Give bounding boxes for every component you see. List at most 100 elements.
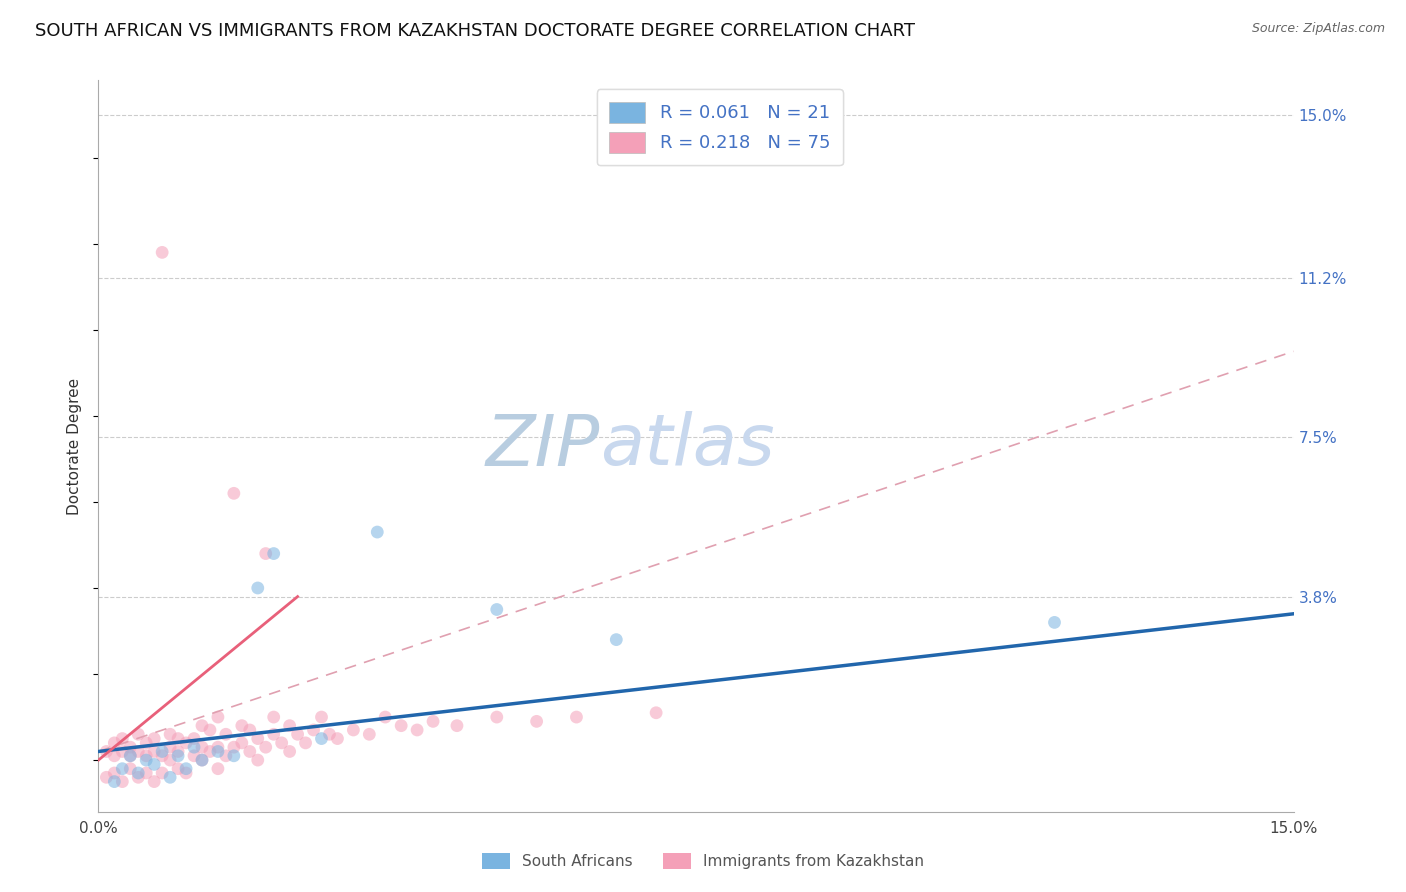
Point bbox=[143, 774, 166, 789]
Point bbox=[111, 774, 134, 789]
Point bbox=[143, 757, 166, 772]
Point bbox=[111, 762, 134, 776]
Point bbox=[326, 731, 349, 746]
Point bbox=[263, 727, 285, 741]
Point bbox=[191, 753, 214, 767]
Point bbox=[150, 744, 173, 758]
Point bbox=[127, 727, 149, 741]
Point bbox=[159, 753, 181, 767]
Point bbox=[103, 774, 125, 789]
Point bbox=[207, 744, 229, 758]
Text: Source: ZipAtlas.com: Source: ZipAtlas.com bbox=[1251, 22, 1385, 36]
Point bbox=[159, 740, 181, 755]
Point bbox=[120, 740, 142, 755]
Point bbox=[183, 731, 205, 746]
Point bbox=[342, 723, 364, 737]
Point bbox=[311, 731, 333, 746]
Legend: R = 0.061   N = 21, R = 0.218   N = 75: R = 0.061 N = 21, R = 0.218 N = 75 bbox=[596, 89, 844, 165]
Point bbox=[167, 744, 190, 758]
Point bbox=[254, 547, 277, 561]
Point bbox=[174, 766, 197, 780]
Point bbox=[366, 524, 388, 539]
Point bbox=[287, 727, 309, 741]
Point bbox=[526, 714, 548, 729]
Legend: South Africans, Immigrants from Kazakhstan: South Africans, Immigrants from Kazakhst… bbox=[477, 847, 929, 875]
Point bbox=[231, 719, 253, 733]
Point bbox=[159, 727, 181, 741]
Point bbox=[222, 740, 245, 755]
Point bbox=[359, 727, 381, 741]
Point bbox=[120, 748, 142, 763]
Point bbox=[96, 770, 118, 784]
Point bbox=[135, 736, 157, 750]
Point bbox=[127, 770, 149, 784]
Point bbox=[565, 710, 588, 724]
Point bbox=[215, 748, 238, 763]
Point bbox=[198, 744, 221, 758]
Point bbox=[239, 723, 262, 737]
Point bbox=[103, 748, 125, 763]
Point bbox=[246, 753, 269, 767]
Point bbox=[318, 727, 340, 741]
Text: atlas: atlas bbox=[600, 411, 775, 481]
Point bbox=[645, 706, 668, 720]
Point bbox=[1043, 615, 1066, 630]
Point bbox=[111, 731, 134, 746]
Point bbox=[207, 762, 229, 776]
Point bbox=[150, 748, 173, 763]
Point bbox=[302, 723, 325, 737]
Text: SOUTH AFRICAN VS IMMIGRANTS FROM KAZAKHSTAN DOCTORATE DEGREE CORRELATION CHART: SOUTH AFRICAN VS IMMIGRANTS FROM KAZAKHS… bbox=[35, 22, 915, 40]
Point bbox=[222, 748, 245, 763]
Point bbox=[294, 736, 316, 750]
Point bbox=[183, 740, 205, 755]
Point bbox=[143, 731, 166, 746]
Point bbox=[215, 727, 238, 741]
Point bbox=[270, 736, 292, 750]
Text: ZIP: ZIP bbox=[486, 411, 600, 481]
Point bbox=[207, 710, 229, 724]
Point bbox=[150, 245, 173, 260]
Point bbox=[127, 744, 149, 758]
Point bbox=[198, 723, 221, 737]
Point bbox=[485, 602, 508, 616]
Point bbox=[239, 744, 262, 758]
Point bbox=[103, 736, 125, 750]
Point bbox=[159, 770, 181, 784]
Point bbox=[406, 723, 429, 737]
Point bbox=[422, 714, 444, 729]
Point bbox=[222, 486, 245, 500]
Point bbox=[103, 766, 125, 780]
Point bbox=[135, 748, 157, 763]
Point bbox=[174, 736, 197, 750]
Point bbox=[167, 748, 190, 763]
Point bbox=[374, 710, 396, 724]
Point bbox=[191, 719, 214, 733]
Point bbox=[96, 744, 118, 758]
Point bbox=[174, 762, 197, 776]
Y-axis label: Doctorate Degree: Doctorate Degree bbox=[67, 377, 83, 515]
Point bbox=[246, 581, 269, 595]
Point bbox=[183, 748, 205, 763]
Point bbox=[231, 736, 253, 750]
Point bbox=[485, 710, 508, 724]
Point bbox=[246, 731, 269, 746]
Point bbox=[278, 719, 301, 733]
Point bbox=[311, 710, 333, 724]
Point bbox=[191, 740, 214, 755]
Point bbox=[150, 766, 173, 780]
Point bbox=[135, 753, 157, 767]
Point bbox=[167, 731, 190, 746]
Point bbox=[127, 766, 149, 780]
Point bbox=[135, 766, 157, 780]
Point bbox=[207, 740, 229, 755]
Point bbox=[278, 744, 301, 758]
Point bbox=[605, 632, 627, 647]
Point bbox=[120, 748, 142, 763]
Point bbox=[120, 762, 142, 776]
Point bbox=[263, 547, 285, 561]
Point bbox=[254, 740, 277, 755]
Point bbox=[111, 744, 134, 758]
Point bbox=[263, 710, 285, 724]
Point bbox=[143, 744, 166, 758]
Point bbox=[446, 719, 468, 733]
